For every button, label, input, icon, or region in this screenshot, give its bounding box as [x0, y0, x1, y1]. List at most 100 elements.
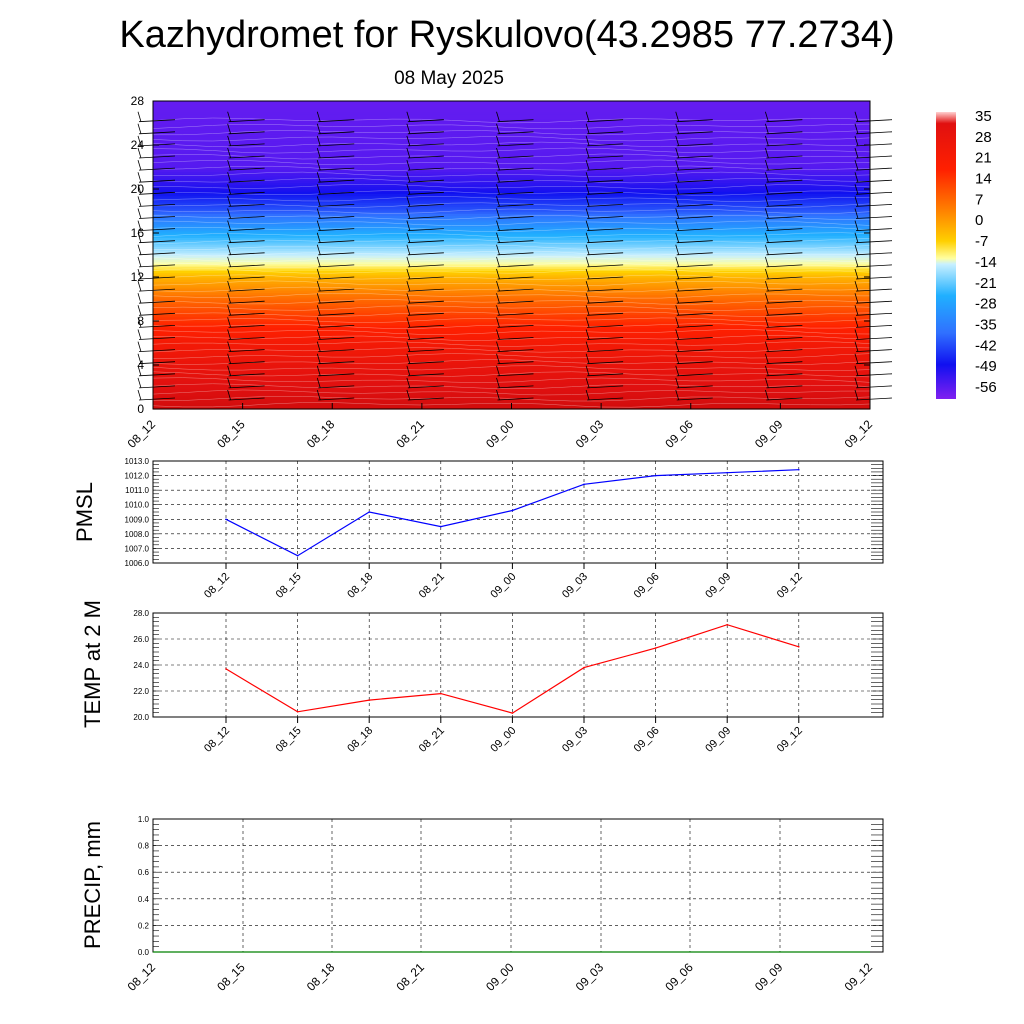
heat-cell [153, 270, 870, 274]
wind-barb [228, 131, 265, 135]
wind-barb [497, 312, 534, 316]
heat-cell [153, 138, 870, 142]
wind-barb [407, 300, 444, 304]
wind-barb [766, 373, 803, 377]
wind-barb [855, 337, 893, 340]
wind-barb-flag [675, 172, 680, 183]
wind-barb-flag [675, 341, 680, 352]
wind-barb-flag [137, 305, 142, 316]
heat-ytick-label: 28 [131, 94, 145, 108]
wind-barb [228, 264, 265, 268]
wind-barb-flag [854, 317, 859, 328]
colorbar-ramp [936, 112, 956, 399]
wind-barb [766, 191, 803, 195]
xtick-label: 09_00 [488, 571, 518, 601]
heat-xtick-label: 09_06 [662, 417, 696, 451]
contour-line [152, 214, 871, 220]
wind-barb [497, 143, 534, 147]
heat-cell [153, 164, 870, 168]
wind-barb-flag [137, 111, 142, 122]
wind-barb [138, 264, 176, 268]
wind-barb [766, 288, 803, 292]
wind-barb [587, 252, 624, 256]
wind-barb-flag [764, 353, 769, 364]
wind-barb-flag [675, 268, 680, 280]
heat-cell [153, 343, 870, 346]
wind-barb [587, 216, 624, 219]
wind-barb [318, 385, 355, 389]
wind-barb-flag [137, 184, 142, 195]
wind-barb-flag [854, 159, 859, 171]
heat-cell [153, 305, 870, 309]
wind-barb [855, 155, 893, 159]
wind-barb [138, 349, 176, 352]
xtick-label: 09_03 [560, 725, 590, 755]
contour-line [152, 220, 871, 226]
xtick-label: 09_12 [842, 960, 876, 994]
wind-barb-flag [496, 196, 500, 207]
wind-barb [676, 228, 713, 231]
wind-barb [855, 167, 893, 171]
wind-barb-flag [585, 196, 590, 207]
contour-line [152, 268, 871, 274]
heat-cell [153, 153, 870, 157]
xtick-label: 09_09 [752, 960, 786, 994]
heat-cell [153, 299, 870, 302]
wind-barb-flag [316, 184, 321, 195]
contour-line [152, 232, 871, 238]
wind-barb-flag [227, 280, 232, 292]
data-point [583, 483, 585, 486]
wind-barb-flag [675, 293, 680, 304]
heat-cell [153, 219, 870, 223]
wind-barb-flag [764, 172, 769, 183]
xtick-label: 09_03 [560, 571, 590, 601]
heat-cell [153, 114, 870, 117]
wind-barb-flag [854, 123, 859, 134]
contour-line [152, 347, 871, 353]
wind-barb-flag [764, 135, 769, 147]
contour-line [152, 177, 871, 184]
wind-barb-flag [496, 280, 500, 292]
heat-ytick-label: 4 [137, 358, 144, 372]
wind-barb [766, 143, 803, 147]
wind-barb [497, 361, 534, 365]
ytick-label: 1011.0 [125, 486, 149, 495]
wind-barb [676, 373, 713, 377]
heat-cell [153, 107, 870, 111]
wind-barb [318, 131, 355, 135]
wind-barb [228, 349, 265, 352]
heat-cell [153, 197, 870, 201]
wind-barb [407, 228, 444, 231]
ytick-label: 20.0 [133, 713, 149, 722]
heat-ytick-label: 16 [131, 226, 145, 240]
wind-barb [497, 325, 534, 328]
wind-barb-flag [764, 280, 769, 292]
temp-panel: TEMP at 2 M 20.0 22.0 24.0 26.0 28.0 08_12 08_… [80, 600, 884, 755]
ytick-label: 1009.0 [125, 515, 150, 524]
wind-barb-flag [316, 389, 321, 401]
heat-cell [153, 127, 870, 131]
heat-cell [153, 178, 870, 181]
wind-barb-flag [406, 232, 411, 243]
colorbar-label: -42 [975, 337, 997, 354]
wind-barb [138, 361, 176, 365]
wind-barb-flag [496, 208, 500, 219]
wind-barb-flag [137, 256, 142, 268]
wind-barb-flag [316, 111, 321, 122]
contour-line [152, 141, 871, 148]
heat-cell [153, 268, 870, 271]
xtick-label: 08_21 [417, 725, 447, 755]
wind-barb-flag [316, 377, 321, 389]
heat-cell [153, 116, 870, 120]
wind-barb-flag [585, 317, 590, 328]
wind-barb-flag [764, 147, 769, 159]
colorbar-label: -35 [975, 316, 997, 333]
wind-barb [228, 276, 265, 280]
heat-cell [153, 362, 870, 366]
wind-barb-flag [137, 208, 142, 219]
wind-barb [587, 131, 624, 135]
wind-barb-flag [227, 196, 232, 207]
ytick-label: 0.0 [138, 948, 150, 957]
wind-barb-flag [406, 123, 411, 134]
